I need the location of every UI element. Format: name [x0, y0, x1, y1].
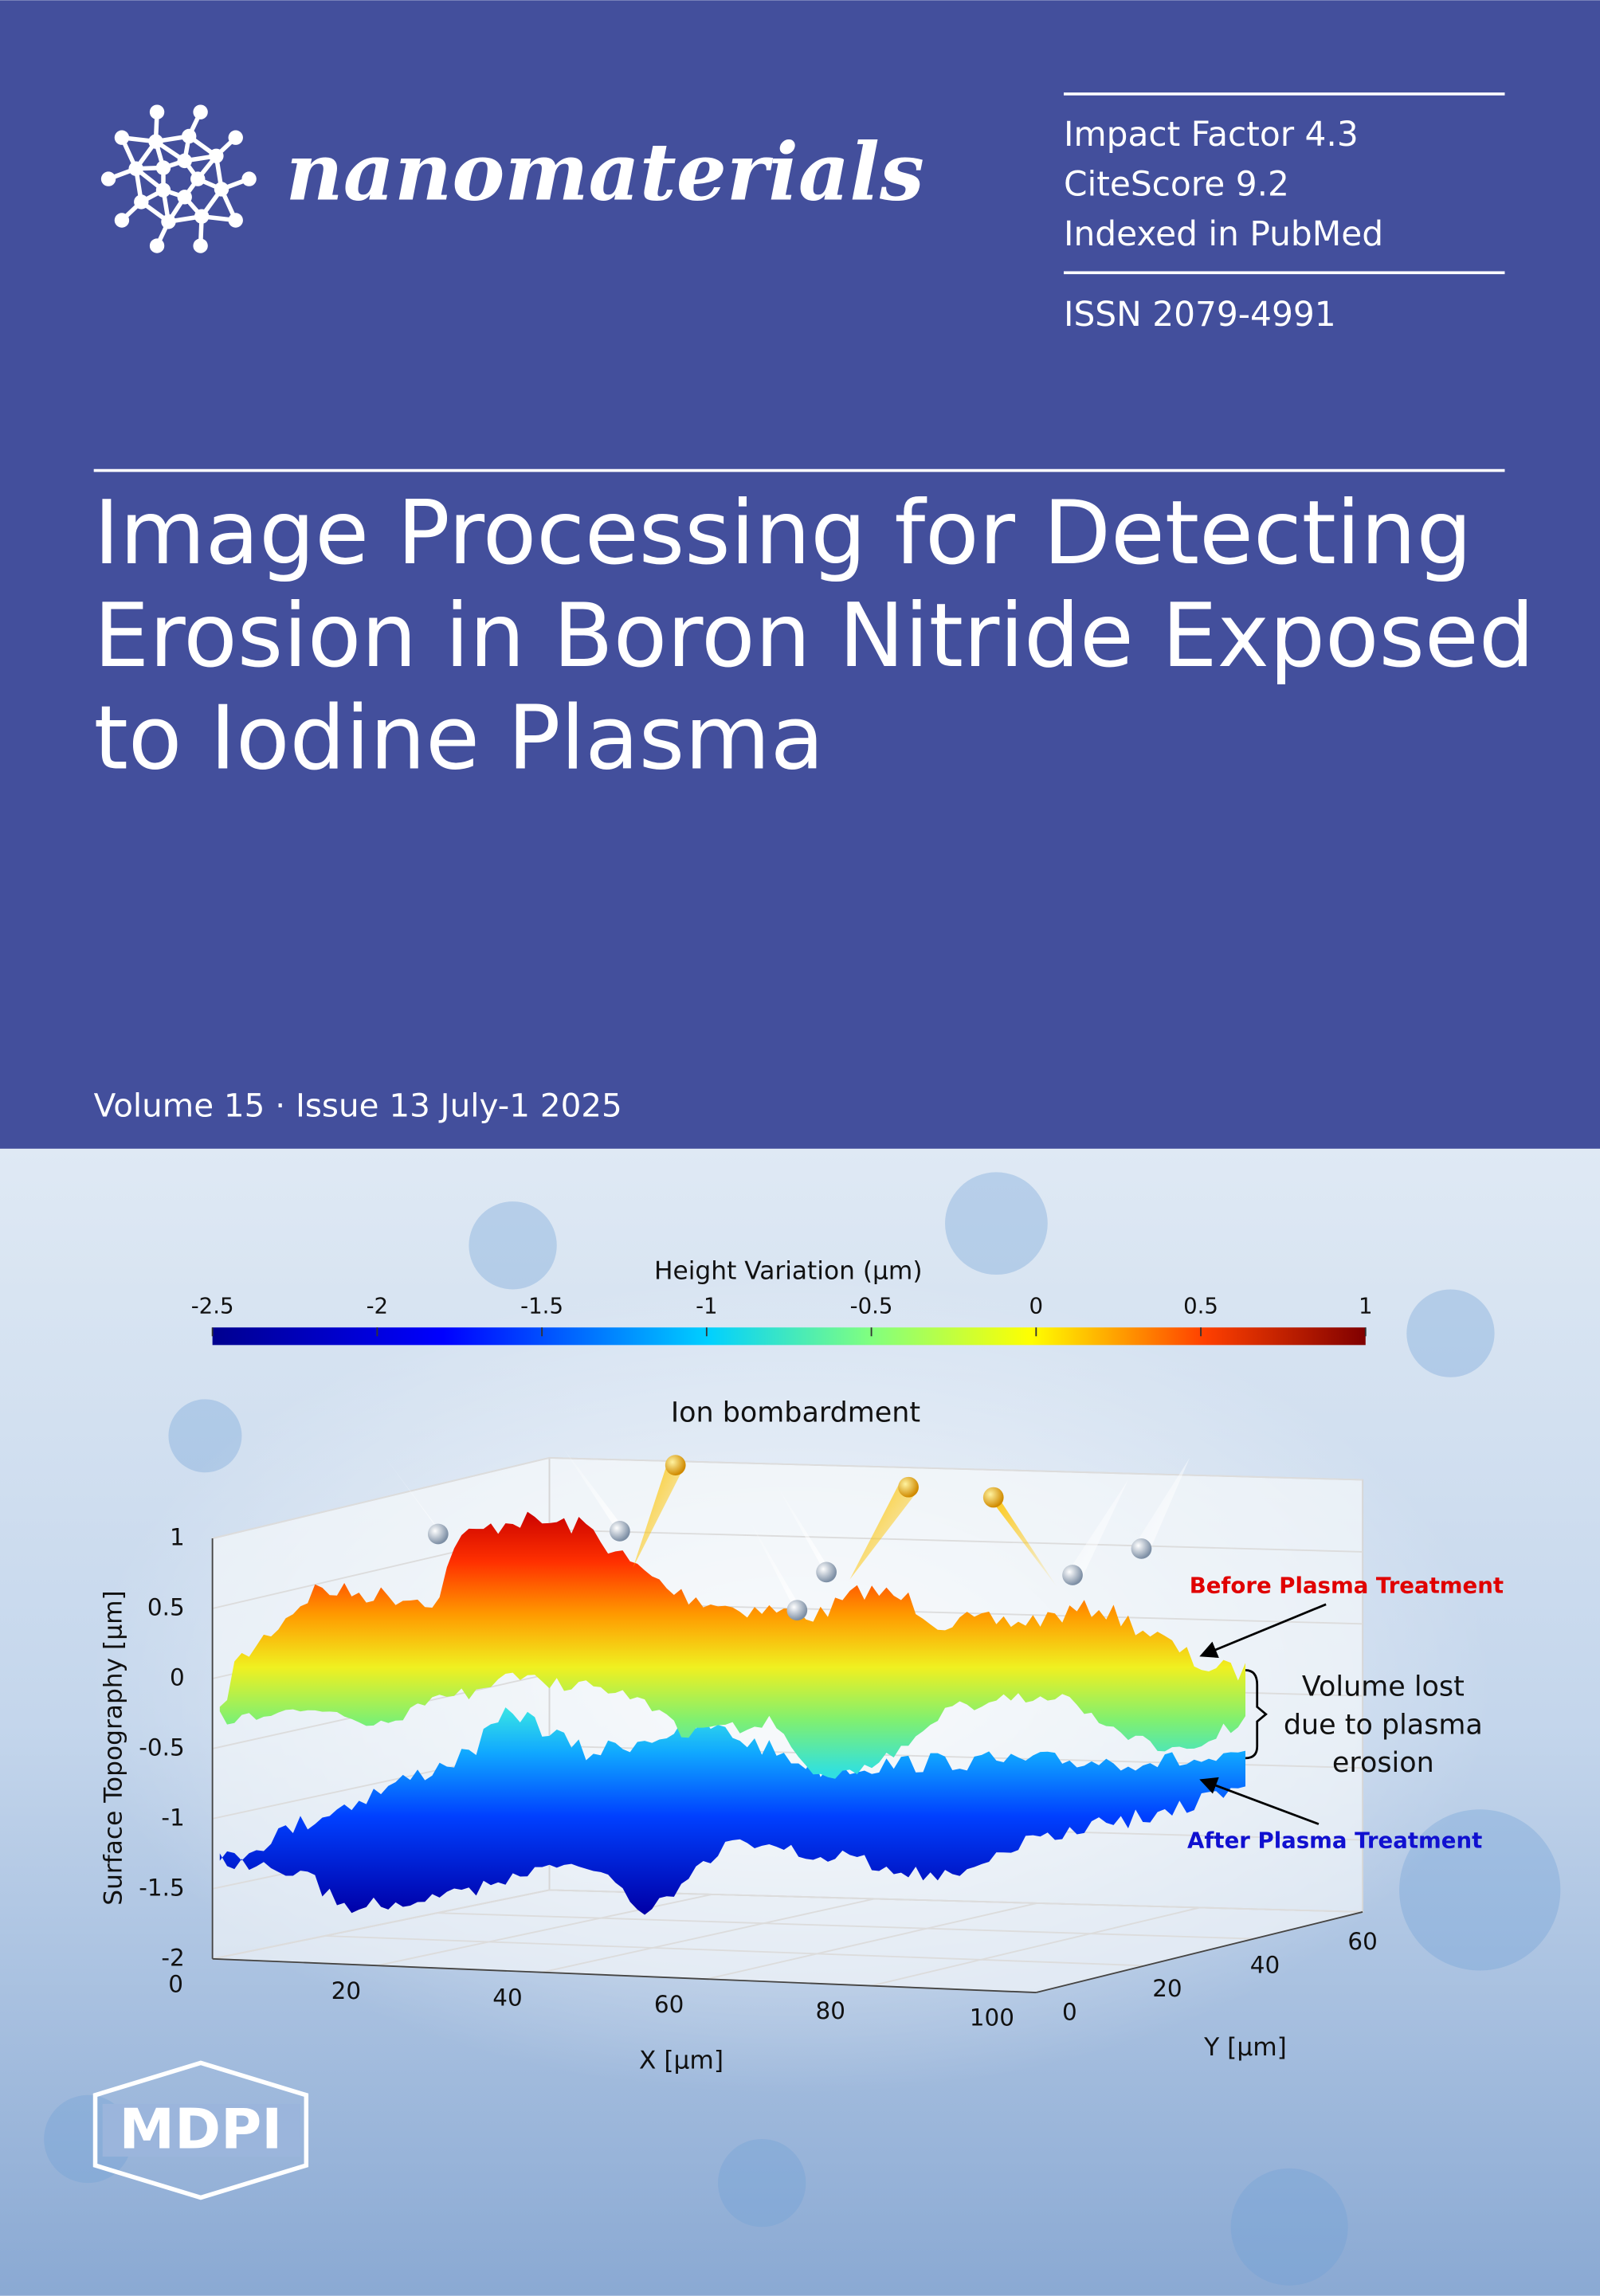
logo-atom: [128, 161, 143, 176]
journal-logo: [100, 104, 257, 253]
logo-atom: [177, 190, 192, 205]
colorbar: [212, 1327, 1366, 1346]
colorbar-tick-label: 0.5: [1183, 1293, 1218, 1319]
grid-line: [706, 1902, 1038, 1981]
publisher-logo: MDPI: [92, 2060, 309, 2200]
issn: ISSN 2079-4991: [1064, 295, 1336, 334]
annotation: Ion bombardment: [671, 1397, 920, 1429]
logo-atom: [193, 104, 208, 120]
grid-line: [541, 1898, 875, 1973]
logo-atom: [214, 182, 229, 197]
grid-line: [212, 1889, 550, 1960]
after-label: After Plasma Treatment: [1187, 1828, 1482, 1854]
logo-atom: [100, 171, 116, 186]
logo-atom: [241, 171, 257, 186]
colorbar-tick-label: -1.5: [520, 1293, 563, 1319]
article-title: Erosion in Boron Nitride Exposed: [94, 586, 1535, 688]
before-label: Before Plasma Treatment: [1190, 1573, 1504, 1599]
grid-line: [324, 1935, 1145, 1967]
z-tick-label: 0.5: [147, 1594, 185, 1621]
colorbar-tick-label: 0: [1029, 1293, 1044, 1319]
volume-lost: erosion: [1332, 1747, 1434, 1779]
bracket: [1245, 1669, 1268, 1760]
surface-before: [219, 1511, 1246, 1779]
logo-atom: [149, 238, 165, 253]
colorbar-tick-label: -0.5: [850, 1293, 893, 1319]
article-title: Image Processing for Detecting: [94, 483, 1473, 585]
y-tick-label: 0: [1062, 1998, 1077, 2025]
x-tick-label: 60: [654, 1991, 684, 2018]
logo-atom: [193, 238, 208, 253]
arrow: [1199, 1777, 1320, 1825]
colorbar-tick-label: -1: [696, 1293, 718, 1319]
logo-atom: [228, 130, 243, 145]
logo-atom: [228, 213, 243, 228]
x-axis-title: X [μm]: [639, 2047, 724, 2075]
colorbar-tick-label: 1: [1359, 1293, 1373, 1319]
grid-line: [437, 1912, 1254, 1940]
x-tick-label: 20: [331, 1977, 361, 2004]
y-axis-title: Y [μm]: [1203, 2033, 1287, 2062]
arrow: [1199, 1603, 1327, 1659]
issue-info: Volume 15 · Issue 13 July-1 2025: [94, 1086, 622, 1124]
logo-atom: [161, 214, 176, 229]
colorbar-tick-label: -2: [367, 1293, 388, 1319]
grid-line: [212, 1457, 550, 1539]
x-tick-label: 40: [492, 1984, 522, 2011]
grid-line: [549, 1889, 1363, 1913]
logo-atom: [209, 148, 224, 163]
z-tick-label: 1: [170, 1524, 185, 1551]
publisher: MDPI: [120, 2098, 283, 2162]
grid-line: [549, 1529, 1363, 1553]
colorbar-tick-label: -2.5: [191, 1293, 234, 1319]
article-title: to Iodine Plasma: [94, 688, 825, 790]
volume-lost: Volume lost: [1302, 1671, 1465, 1703]
y-axis: [1035, 1911, 1363, 1993]
z-tick-label: -1.5: [139, 1874, 184, 1901]
logo-atom: [134, 194, 149, 210]
y-tick-label: 20: [1152, 1975, 1182, 2002]
x-tick-label: 100: [970, 2004, 1014, 2032]
x-axis: [212, 1957, 1037, 1994]
x-tick-label: 0: [168, 1970, 183, 1997]
z-tick-label: 0: [170, 1663, 185, 1691]
grid-line: [377, 1893, 712, 1967]
logo-atom: [148, 134, 163, 149]
colorbar-title: Height Variation (μm): [654, 1256, 923, 1285]
logo-atom: [194, 209, 210, 224]
grid-line: [871, 1906, 1201, 1987]
z-tick-label: -0.5: [139, 1734, 184, 1761]
logo-atom: [155, 160, 171, 175]
logo-atom: [149, 104, 165, 120]
y-tick-label: 60: [1347, 1928, 1377, 1955]
logo-atom: [114, 130, 130, 145]
logo-atom: [182, 128, 197, 144]
logo-atom: [190, 171, 206, 186]
journal-name: nanomaterials: [286, 127, 924, 219]
metric: CiteScore 9.2: [1064, 164, 1289, 203]
z-tick-label: -1: [161, 1804, 184, 1831]
header-panel: [0, 0, 1600, 1149]
logo-atom: [114, 213, 130, 228]
metric: Indexed in PubMed: [1064, 214, 1383, 253]
z-tick-label: -2: [161, 1944, 184, 1971]
x-tick-label: 80: [816, 1997, 845, 2024]
surface-after: [219, 1707, 1246, 1915]
metric: Impact Factor 4.3: [1064, 115, 1359, 154]
logo-atom: [155, 182, 171, 198]
logo-atom: [177, 153, 192, 169]
z-axis-title: Surface Topography [μm]: [99, 1590, 127, 1905]
y-tick-label: 40: [1250, 1951, 1280, 1978]
volume-lost: due to plasma: [1284, 1709, 1483, 1741]
